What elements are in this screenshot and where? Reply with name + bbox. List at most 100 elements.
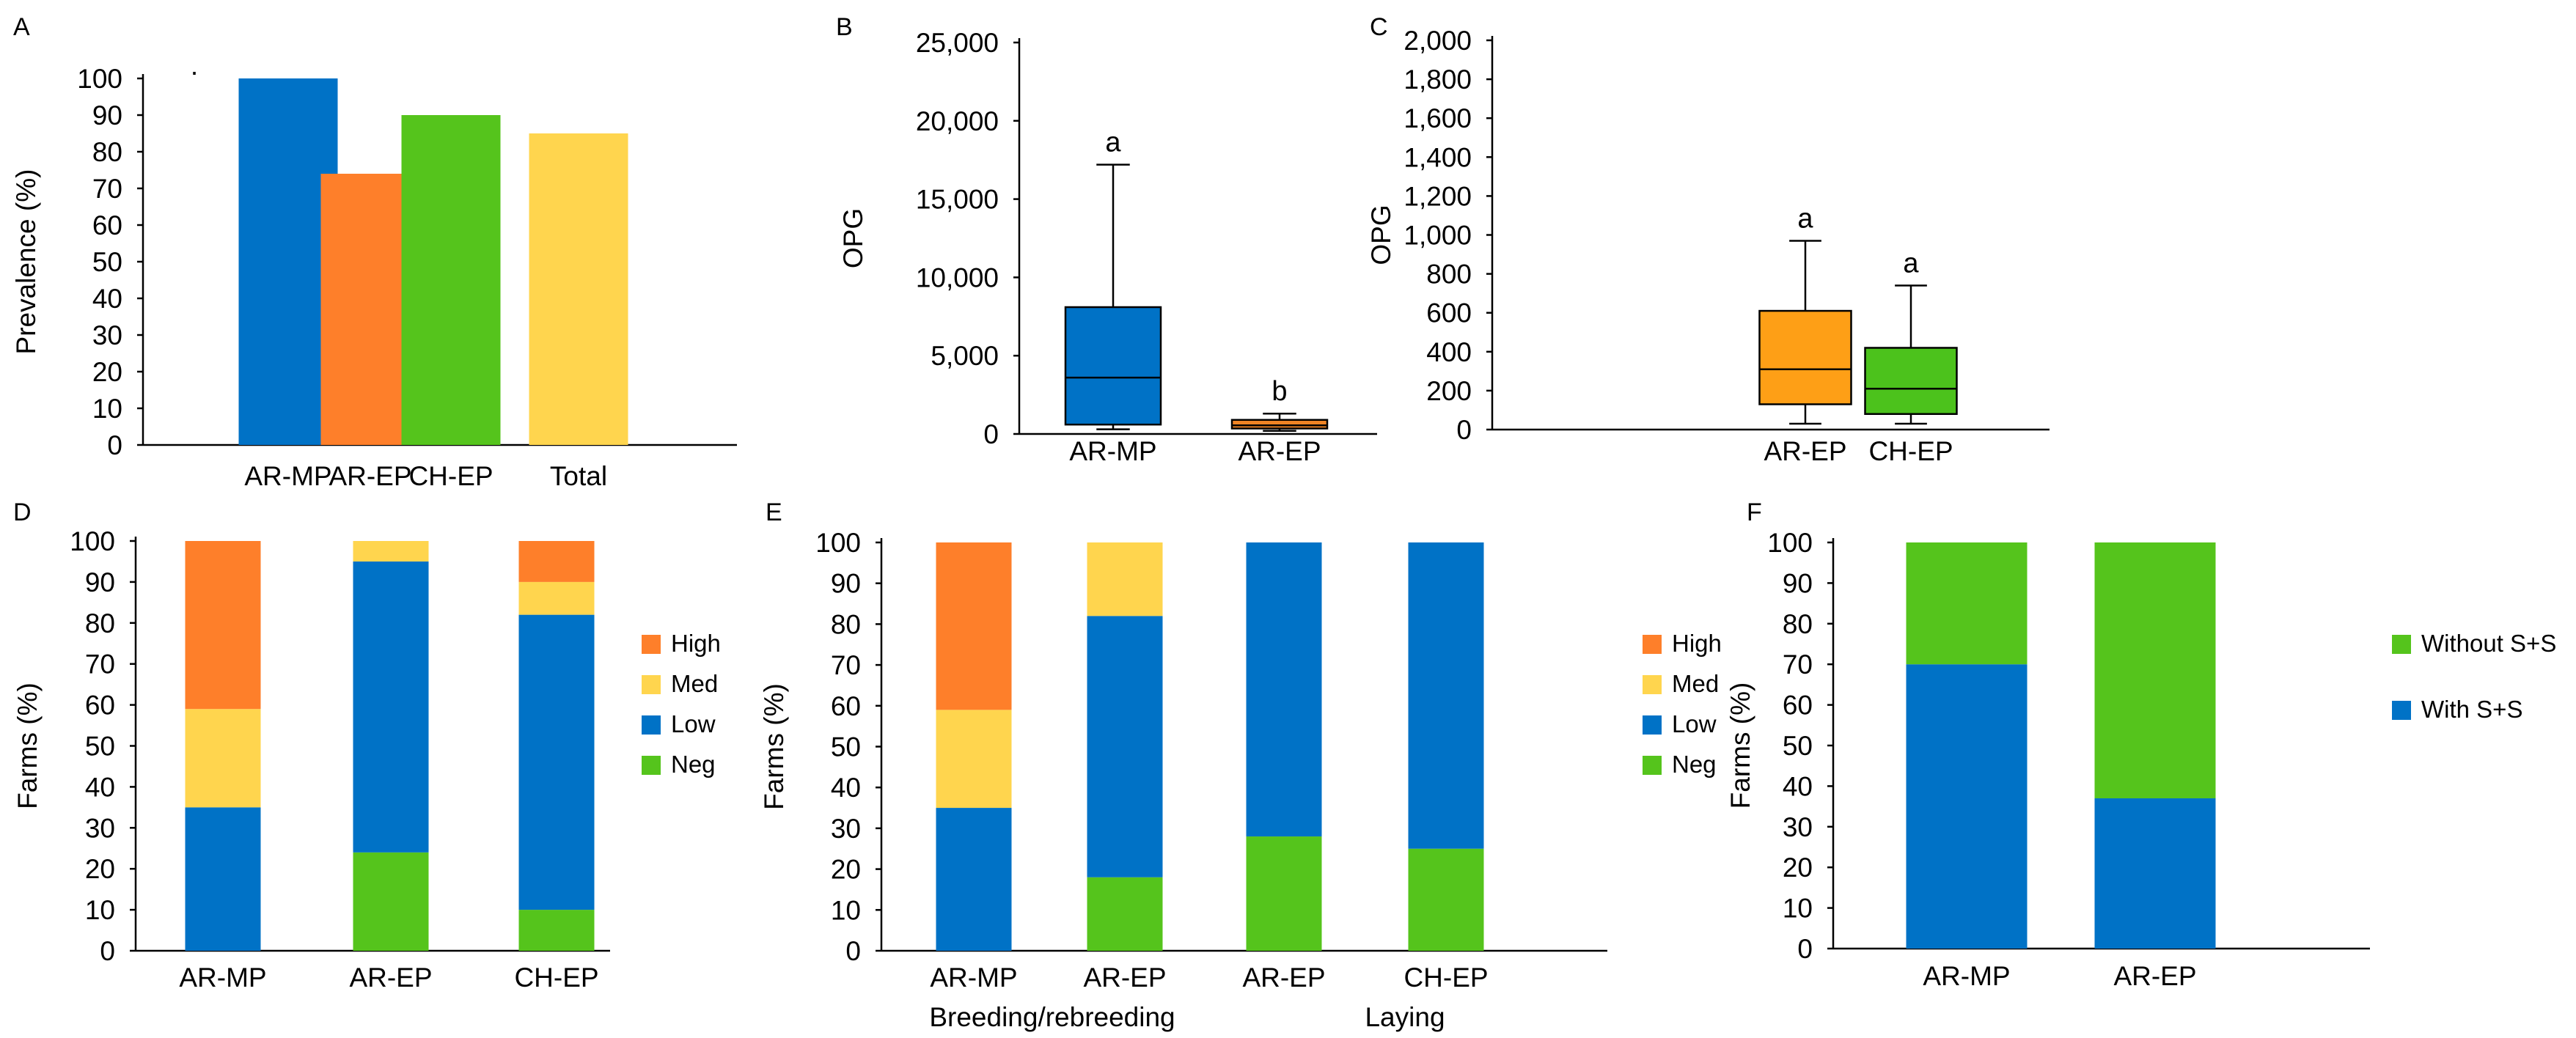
y-tick-label: 90 bbox=[1783, 568, 1813, 598]
y-axis-label: Prevalence (%) bbox=[11, 169, 41, 355]
box-ar-mp bbox=[1064, 306, 1162, 426]
y-tick-label: 0 bbox=[1797, 934, 1813, 964]
x-category-label: AR-MP bbox=[1069, 436, 1156, 466]
y-tick-label: 25,000 bbox=[916, 28, 999, 58]
y-tick-label: 1,600 bbox=[1403, 103, 1472, 133]
y-tick-label: 20 bbox=[92, 357, 122, 387]
y-tick-label: 100 bbox=[1767, 528, 1813, 558]
y-tick-label: 80 bbox=[85, 608, 115, 638]
y-tick-label: 0 bbox=[107, 430, 122, 460]
stack-segment-med bbox=[185, 709, 261, 808]
x-category-label: AR-EP bbox=[329, 461, 411, 491]
y-tick-label: 60 bbox=[92, 210, 122, 240]
legend-swatch bbox=[642, 675, 661, 694]
y-tick-label: 50 bbox=[92, 247, 122, 277]
x-category-label: AR-EP bbox=[2113, 961, 2196, 991]
y-tick-label: 80 bbox=[1783, 609, 1813, 639]
y-tick-label: 40 bbox=[831, 773, 861, 803]
y-tick-label: 80 bbox=[831, 609, 861, 639]
y-tick-label: 40 bbox=[85, 772, 115, 802]
y-tick-label: 200 bbox=[1426, 376, 1472, 406]
significance-letter: a bbox=[1797, 203, 1813, 234]
y-tick-label: 10 bbox=[1783, 894, 1813, 924]
panel-label-c: C bbox=[1370, 13, 1388, 41]
panel-e-stacked-bar-chart: 0 10 20 30 40 50 60 70 80 90 100 Farms (%) AR-MP AR-E… bbox=[759, 528, 1722, 1032]
stack-segment-without-s-s bbox=[2094, 542, 2216, 799]
y-tick-label: 70 bbox=[1783, 649, 1813, 680]
x-category-label: CH-EP bbox=[1403, 962, 1488, 993]
y-tick-label: 90 bbox=[85, 567, 115, 597]
y-axis-label: Farms (%) bbox=[1725, 682, 1755, 809]
x-category-label: AR-EP bbox=[1242, 962, 1325, 993]
legend-swatch bbox=[1643, 756, 1662, 775]
panel-label-e: E bbox=[766, 498, 782, 526]
legend-swatch bbox=[1643, 635, 1662, 654]
bar-ch-ep bbox=[401, 115, 501, 445]
y-tick-label: 70 bbox=[831, 650, 861, 680]
stack-segment-without-s-s bbox=[1906, 542, 2028, 665]
y-tick-label: 70 bbox=[92, 174, 122, 204]
y-axis-label: Farms (%) bbox=[12, 682, 43, 809]
stack-segment-neg bbox=[1087, 877, 1163, 951]
stack-segment-low bbox=[185, 807, 261, 951]
panel-d-stacked-bar-chart: 0 10 20 30 40 50 60 70 80 90 100 Farms (%) AR-MP AR-E… bbox=[12, 526, 721, 993]
legend-label: Neg bbox=[671, 751, 716, 778]
legend-swatch bbox=[2392, 701, 2411, 720]
y-tick-label: 10,000 bbox=[916, 262, 999, 292]
y-tick-label: 80 bbox=[92, 137, 122, 167]
legend-swatch bbox=[642, 756, 661, 775]
y-tick-label: 5,000 bbox=[931, 341, 999, 371]
x-category-label: AR-MP bbox=[244, 461, 331, 491]
y-tick-label: 2,000 bbox=[1403, 26, 1472, 56]
stack-segment-low bbox=[518, 614, 595, 910]
y-tick-label: 10 bbox=[85, 895, 115, 925]
x-category-label: CH-EP bbox=[514, 962, 598, 993]
stack-segment-med bbox=[353, 541, 429, 562]
legend-swatch bbox=[2392, 635, 2411, 654]
y-tick-label: 50 bbox=[1783, 731, 1813, 761]
significance-letter: b bbox=[1272, 376, 1287, 407]
y-tick-label: 30 bbox=[1783, 812, 1813, 842]
y-tick-label: 1,200 bbox=[1403, 181, 1472, 211]
y-axis-label: OPG bbox=[1366, 205, 1396, 265]
x-category-label: AR-MP bbox=[930, 962, 1017, 993]
stack-segment-med bbox=[1087, 542, 1163, 616]
legend-swatch bbox=[642, 715, 661, 735]
stack-segment-low bbox=[1087, 616, 1163, 877]
y-tick-label: 10 bbox=[831, 895, 861, 925]
legend-label: High bbox=[671, 630, 721, 657]
stack-segment-with-s-s bbox=[1906, 664, 2028, 949]
y-tick-label: 40 bbox=[1783, 771, 1813, 801]
x-category-label: CH-EP bbox=[408, 461, 493, 491]
panel-label-b: B bbox=[836, 13, 853, 41]
box-ar-ep bbox=[1758, 309, 1852, 405]
legend-label: Low bbox=[1672, 710, 1717, 737]
y-tick-label: 1,400 bbox=[1403, 142, 1472, 172]
stack-segment-neg bbox=[1408, 848, 1484, 951]
panel-c-boxplot: 0 200 400 600 800 1,000 1,200 1,400 1,600 1,800 2,… bbox=[1366, 26, 2050, 466]
x-category-label: CH-EP bbox=[1868, 436, 1953, 466]
legend-label: Neg bbox=[1672, 751, 1717, 778]
y-tick-label: 1,000 bbox=[1403, 221, 1472, 251]
panel-a-bar-chart: 0 10 20 30 40 50 60 70 80 90 100 Prevalence (%) AR-M… bbox=[11, 56, 737, 491]
stack-segment-neg bbox=[353, 852, 429, 951]
box-ar-ep bbox=[1230, 419, 1329, 430]
legend-label: Without S+S bbox=[2421, 630, 2556, 657]
y-tick-label: 600 bbox=[1426, 298, 1472, 328]
x-group-label: Breeding/rebreeding bbox=[929, 1002, 1175, 1032]
stack-segment-low bbox=[1246, 542, 1322, 837]
y-tick-label: 10 bbox=[92, 394, 122, 424]
x-category-label: AR-EP bbox=[1238, 436, 1321, 466]
stack-segment-neg bbox=[518, 910, 595, 951]
y-tick-label: 50 bbox=[85, 732, 115, 762]
panel-label-a: A bbox=[13, 13, 30, 41]
legend-label: Med bbox=[1672, 670, 1719, 697]
y-tick-label: 60 bbox=[85, 691, 115, 721]
y-tick-label: 60 bbox=[831, 691, 861, 721]
x-category-label: AR-MP bbox=[1923, 961, 2010, 991]
y-tick-label: 100 bbox=[77, 64, 122, 94]
stack-segment-high bbox=[936, 542, 1012, 710]
y-tick-label: 30 bbox=[92, 320, 122, 350]
legend-label: High bbox=[1672, 630, 1722, 657]
